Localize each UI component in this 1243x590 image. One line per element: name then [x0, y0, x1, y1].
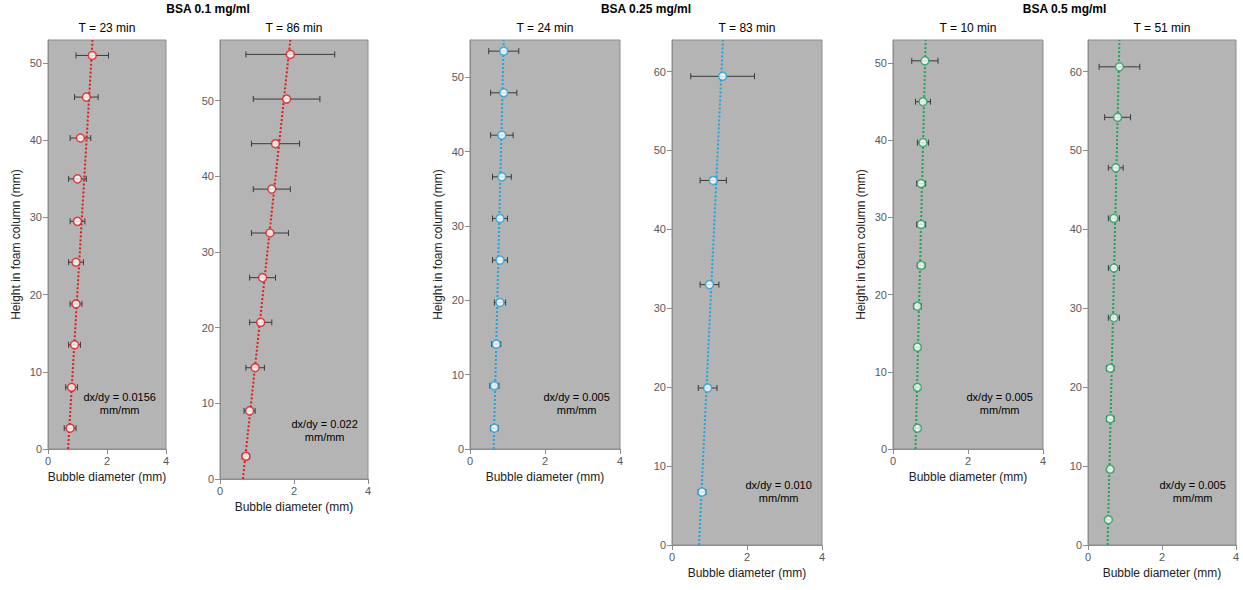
svg-text:10: 10	[30, 366, 42, 378]
svg-text:Bubble diameter (mm): Bubble diameter (mm)	[486, 470, 605, 484]
svg-text:dx/dy = 0.0156: dx/dy = 0.0156	[83, 391, 155, 403]
svg-text:40: 40	[1070, 223, 1082, 235]
svg-text:20: 20	[1070, 381, 1082, 393]
svg-text:20: 20	[875, 289, 887, 301]
svg-text:10: 10	[1070, 460, 1082, 472]
svg-text:Height in foam column (mm): Height in foam column (mm)	[9, 169, 23, 320]
svg-text:40: 40	[202, 170, 214, 182]
svg-text:dx/dy = 0.005: dx/dy = 0.005	[1159, 479, 1225, 491]
svg-text:60: 60	[654, 66, 666, 78]
svg-text:2: 2	[542, 455, 548, 467]
svg-text:Bubble diameter (mm): Bubble diameter (mm)	[48, 470, 167, 484]
svg-text:Bubble diameter (mm): Bubble diameter (mm)	[1103, 566, 1222, 580]
svg-text:60: 60	[1070, 66, 1082, 78]
svg-text:4: 4	[617, 455, 623, 467]
svg-text:30: 30	[1070, 302, 1082, 314]
svg-text:2: 2	[744, 551, 750, 563]
svg-text:BSA 0.25 mg/ml: BSA 0.25 mg/ml	[601, 2, 691, 16]
svg-text:4: 4	[1040, 455, 1046, 467]
svg-text:BSA 0.1 mg/ml: BSA 0.1 mg/ml	[166, 2, 250, 16]
svg-text:4: 4	[163, 455, 169, 467]
svg-text:50: 50	[452, 71, 464, 83]
svg-text:10: 10	[202, 397, 214, 409]
svg-text:4: 4	[819, 551, 825, 563]
svg-text:30: 30	[202, 246, 214, 258]
svg-text:T = 24 min: T = 24 min	[517, 21, 574, 35]
svg-text:0: 0	[881, 443, 887, 455]
svg-text:50: 50	[654, 144, 666, 156]
svg-text:30: 30	[30, 211, 42, 223]
svg-text:20: 20	[452, 294, 464, 306]
svg-text:0: 0	[1085, 551, 1091, 563]
svg-text:40: 40	[654, 223, 666, 235]
svg-text:dx/dy = 0.005: dx/dy = 0.005	[543, 391, 609, 403]
svg-text:Height in foam column (mm): Height in foam column (mm)	[854, 169, 868, 320]
svg-text:10: 10	[875, 366, 887, 378]
svg-text:20: 20	[30, 289, 42, 301]
svg-text:dx/dy = 0.010: dx/dy = 0.010	[745, 479, 811, 491]
svg-text:2: 2	[965, 455, 971, 467]
svg-text:2: 2	[291, 485, 297, 497]
svg-text:0: 0	[669, 551, 675, 563]
svg-text:0: 0	[36, 443, 42, 455]
svg-text:T = 10 min: T = 10 min	[940, 21, 997, 35]
svg-text:mm/mm: mm/mm	[305, 431, 345, 443]
svg-text:30: 30	[654, 302, 666, 314]
svg-text:0: 0	[208, 473, 214, 485]
svg-text:0: 0	[217, 485, 223, 497]
svg-text:BSA 0.5 mg/ml: BSA 0.5 mg/ml	[1023, 2, 1107, 16]
svg-text:0: 0	[890, 455, 896, 467]
svg-text:mm/mm: mm/mm	[100, 404, 140, 416]
svg-text:T = 23 min: T = 23 min	[79, 21, 136, 35]
svg-text:30: 30	[875, 211, 887, 223]
svg-text:mm/mm: mm/mm	[557, 404, 597, 416]
svg-text:4: 4	[1233, 551, 1239, 563]
svg-text:40: 40	[30, 134, 42, 146]
svg-text:10: 10	[452, 369, 464, 381]
svg-text:50: 50	[202, 95, 214, 107]
svg-text:40: 40	[452, 146, 464, 158]
svg-text:10: 10	[654, 460, 666, 472]
svg-text:mm/mm: mm/mm	[980, 404, 1020, 416]
svg-text:Height in foam column (mm): Height in foam column (mm)	[431, 169, 445, 320]
svg-text:T = 83 min: T = 83 min	[719, 21, 776, 35]
svg-text:20: 20	[654, 381, 666, 393]
svg-text:0: 0	[458, 443, 464, 455]
svg-text:T = 86 min: T = 86 min	[266, 21, 323, 35]
svg-text:2: 2	[1159, 551, 1165, 563]
svg-text:40: 40	[875, 134, 887, 146]
svg-text:mm/mm: mm/mm	[759, 492, 799, 504]
svg-text:0: 0	[45, 455, 51, 467]
svg-text:50: 50	[30, 57, 42, 69]
svg-text:T = 51 min: T = 51 min	[1134, 21, 1191, 35]
svg-text:4: 4	[365, 485, 371, 497]
svg-text:30: 30	[452, 220, 464, 232]
svg-text:50: 50	[1070, 144, 1082, 156]
svg-text:dx/dy = 0.005: dx/dy = 0.005	[966, 391, 1032, 403]
svg-text:50: 50	[875, 57, 887, 69]
svg-text:dx/dy = 0.022: dx/dy = 0.022	[291, 418, 357, 430]
svg-text:0: 0	[1076, 539, 1082, 551]
svg-text:20: 20	[202, 322, 214, 334]
svg-text:Bubble diameter (mm): Bubble diameter (mm)	[688, 566, 807, 580]
svg-text:Bubble diameter (mm): Bubble diameter (mm)	[235, 500, 354, 514]
svg-text:0: 0	[660, 539, 666, 551]
svg-text:2: 2	[104, 455, 110, 467]
svg-text:mm/mm: mm/mm	[1173, 492, 1213, 504]
svg-text:Bubble diameter (mm): Bubble diameter (mm)	[909, 470, 1028, 484]
svg-text:0: 0	[467, 455, 473, 467]
